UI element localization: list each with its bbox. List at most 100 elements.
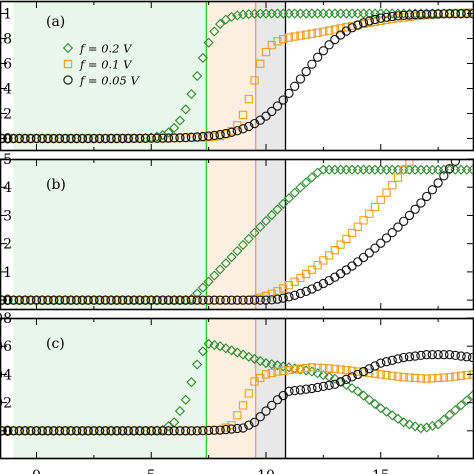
data-point bbox=[341, 164, 352, 175]
data-point bbox=[381, 12, 392, 22]
data-point bbox=[307, 29, 317, 38]
data-point bbox=[404, 210, 415, 221]
data-point bbox=[31, 133, 42, 144]
data-point bbox=[358, 366, 369, 377]
data-point bbox=[123, 133, 133, 144]
data-point bbox=[278, 293, 288, 303]
data-point bbox=[77, 133, 88, 144]
data-point bbox=[203, 276, 214, 287]
data-point bbox=[467, 164, 474, 175]
data-point bbox=[181, 426, 191, 436]
data-point bbox=[381, 357, 392, 367]
y-tick-label: 08 bbox=[0, 311, 12, 327]
data-point bbox=[226, 127, 237, 137]
data-point bbox=[428, 374, 437, 383]
data-point bbox=[192, 426, 202, 436]
data-point bbox=[163, 295, 174, 305]
data-point bbox=[20, 133, 30, 144]
data-point bbox=[336, 365, 345, 374]
data-point bbox=[146, 133, 156, 143]
data-point bbox=[404, 419, 415, 430]
data-point bbox=[112, 133, 122, 144]
data-point bbox=[416, 9, 426, 20]
data-point bbox=[186, 295, 197, 305]
data-point bbox=[209, 339, 220, 351]
data-point bbox=[89, 426, 99, 436]
data-point bbox=[278, 198, 289, 209]
data-point bbox=[37, 426, 47, 436]
data-point bbox=[364, 364, 374, 374]
y-tick-label: 02 bbox=[0, 396, 12, 412]
data-point bbox=[364, 248, 374, 258]
y-tick-label: 2 bbox=[3, 237, 12, 253]
data-point bbox=[451, 372, 460, 381]
data-point bbox=[249, 417, 260, 427]
data-point bbox=[318, 164, 329, 175]
data-point bbox=[221, 128, 231, 139]
data-point bbox=[226, 252, 237, 263]
data-point bbox=[302, 30, 311, 39]
data-point bbox=[392, 413, 404, 424]
data-point bbox=[335, 377, 346, 387]
data-point bbox=[370, 202, 380, 212]
data-point bbox=[267, 368, 276, 378]
data-point bbox=[318, 278, 329, 289]
shaded-region-2 bbox=[206, 1, 256, 151]
data-point bbox=[152, 426, 162, 436]
data-point bbox=[346, 164, 358, 175]
data-point bbox=[393, 372, 403, 381]
data-point bbox=[209, 425, 220, 435]
data-point bbox=[49, 426, 59, 436]
data-point bbox=[307, 284, 317, 294]
data-point bbox=[261, 47, 271, 57]
data-point bbox=[14, 426, 24, 436]
data-point bbox=[336, 240, 345, 249]
data-point bbox=[158, 426, 168, 436]
data-point bbox=[232, 347, 243, 358]
data-point bbox=[290, 385, 300, 396]
data-point bbox=[203, 131, 214, 141]
data-point bbox=[203, 295, 214, 305]
y-tick-label: 3 bbox=[3, 208, 12, 224]
data-point bbox=[312, 52, 323, 62]
data-point bbox=[272, 360, 283, 371]
data-point bbox=[450, 164, 461, 175]
shaded-region-2 bbox=[206, 318, 256, 459]
data-point bbox=[306, 366, 317, 377]
data-point bbox=[444, 409, 455, 420]
data-point bbox=[421, 164, 432, 175]
data-point bbox=[324, 275, 334, 286]
data-point bbox=[49, 295, 59, 305]
data-point bbox=[346, 383, 358, 394]
data-point bbox=[267, 289, 276, 298]
data-point bbox=[66, 295, 76, 305]
data-point bbox=[60, 133, 70, 144]
data-point bbox=[226, 11, 237, 22]
data-point bbox=[427, 350, 438, 360]
data-point bbox=[54, 133, 65, 144]
data-point bbox=[232, 295, 242, 305]
data-point bbox=[174, 405, 186, 417]
data-point bbox=[272, 101, 283, 111]
data-point bbox=[66, 426, 76, 436]
data-point bbox=[352, 8, 363, 19]
data-point bbox=[376, 370, 385, 379]
data-point bbox=[273, 37, 282, 46]
data-point bbox=[77, 295, 88, 305]
data-point bbox=[163, 426, 174, 436]
data-point bbox=[399, 216, 409, 226]
data-point bbox=[267, 400, 277, 411]
data-point bbox=[376, 238, 386, 248]
data-point bbox=[342, 23, 351, 32]
data-point bbox=[416, 198, 426, 208]
data-point bbox=[250, 76, 259, 85]
data-point bbox=[392, 164, 404, 175]
data-point bbox=[301, 8, 312, 19]
data-point bbox=[215, 129, 225, 140]
data-point bbox=[388, 371, 397, 380]
data-point bbox=[192, 295, 202, 305]
data-point bbox=[129, 426, 139, 436]
data-point bbox=[440, 106, 447, 113]
data-point bbox=[117, 426, 128, 436]
data-point bbox=[197, 282, 208, 293]
